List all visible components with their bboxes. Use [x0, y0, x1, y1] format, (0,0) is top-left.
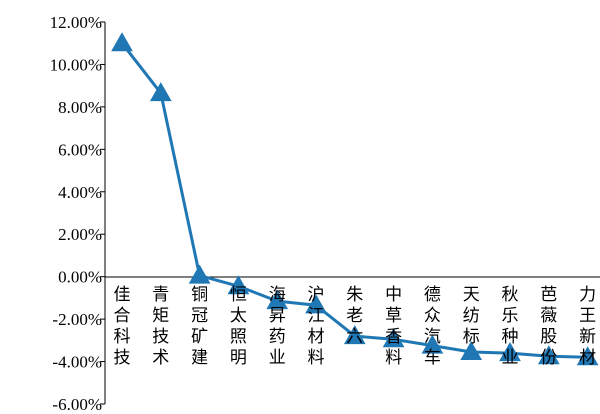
category-labels: 佳合科技 青矩技术 铜冠矿建 恒太照明 海昇药业 沪江材料 朱老六 中草香料 德众汽车 天纺标 秋乐… — [114, 285, 597, 368]
y-tick-label: 0.00% — [58, 268, 102, 287]
data-point-marker — [382, 328, 405, 348]
y-tick-label: 10.00% — [50, 55, 102, 74]
y-tick-label: -6.00% — [52, 395, 102, 414]
category-label: 铜冠矿建 — [191, 285, 208, 368]
y-tick-label: 2.00% — [58, 225, 102, 244]
data-point-marker — [499, 342, 521, 362]
series-layer — [111, 32, 599, 366]
data-point-marker — [305, 294, 327, 314]
y-tick-label: 12.00% — [50, 13, 102, 32]
y-tick-label: -4.00% — [52, 353, 102, 372]
category-label: 天纺标 — [463, 285, 480, 347]
data-point-marker — [576, 346, 599, 366]
category-label: 中草香料 — [385, 285, 402, 368]
data-point-marker — [227, 275, 250, 295]
category-label: 秋乐种业 — [502, 285, 519, 368]
category-label: 沪江材料 — [308, 285, 325, 368]
y-tick-label: 4.00% — [58, 183, 102, 202]
data-point-marker — [149, 82, 172, 102]
y-tick-label: 8.00% — [58, 98, 102, 117]
y-tick-label: 6.00% — [58, 140, 102, 159]
data-point-marker — [460, 340, 483, 361]
category-label: 朱老六 — [346, 285, 363, 347]
data-point-marker — [188, 264, 211, 284]
category-label: 力王新材 — [579, 285, 596, 368]
category-label: 芭薇股份 — [540, 285, 557, 368]
y-tick-label: -2.00% — [52, 310, 102, 329]
data-point-marker — [111, 32, 133, 52]
data-point-marker — [343, 325, 366, 345]
data-point-marker — [421, 334, 444, 354]
category-label: 佳合科技 — [114, 285, 131, 368]
category-label: 青矩技术 — [152, 285, 169, 368]
data-point-marker — [537, 345, 560, 365]
category-label: 德众汽车 — [424, 285, 441, 368]
category-label: 海昇药业 — [269, 285, 286, 368]
y-axis: -6.00% -4.00% -2.00% 0.00% 2.00% 4.00% 6.00% 8.… — [50, 13, 106, 414]
data-point-marker — [266, 290, 289, 310]
category-label: 恒太照明 — [230, 285, 247, 368]
